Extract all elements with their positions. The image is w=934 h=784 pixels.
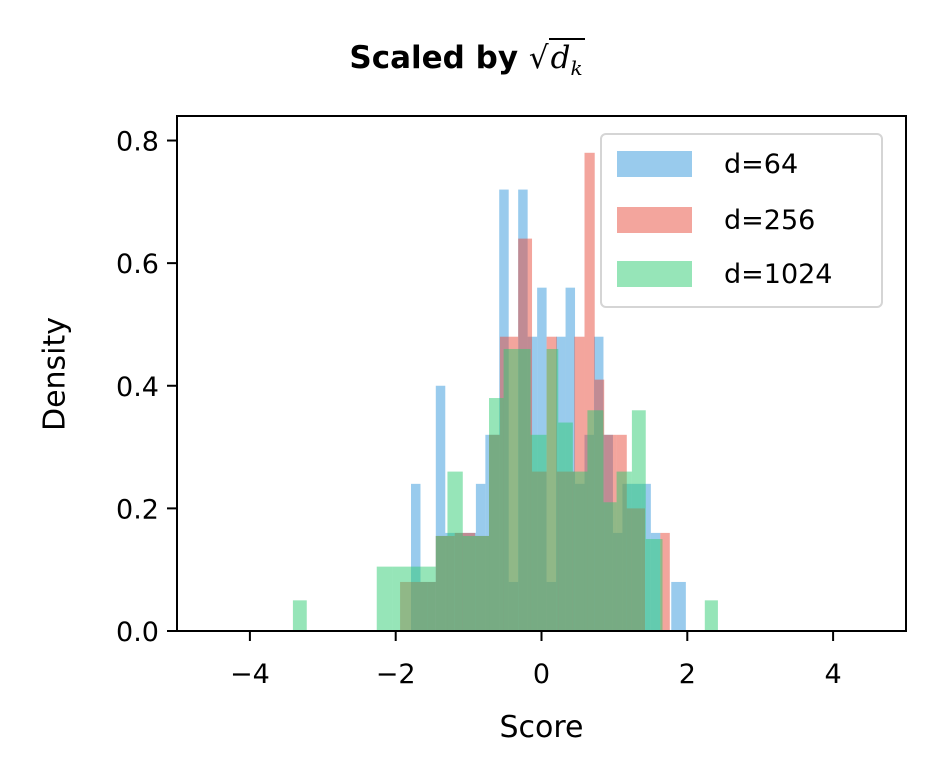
legend-label: d=64 [724, 148, 799, 180]
legend-swatch-d256 [617, 207, 692, 233]
histogram-bar [584, 152, 595, 632]
axes: −4 −2 0 2 4 0.0 0.2 0.4 0.6 0.8 [116, 115, 907, 690]
legend-label: d=1024 [724, 258, 833, 290]
histogram-bar [558, 422, 573, 631]
histogram-bar [530, 434, 547, 631]
title-math: √dk [528, 38, 585, 80]
histogram-bar [435, 535, 448, 631]
y-axis-label: Density [37, 316, 73, 432]
radicand: dk [548, 38, 585, 80]
x-tick-label: −2 [376, 659, 416, 690]
histogram-bar [587, 410, 604, 631]
y-tick-label: 0.2 [116, 494, 159, 525]
histogram-bar [392, 566, 436, 631]
title-text: Scaled by [349, 40, 529, 76]
legend-swatch-d64 [617, 151, 692, 177]
histogram-bar [503, 348, 531, 631]
histogram-bar [462, 535, 490, 631]
series-d1024 [292, 348, 718, 631]
math-var: d [550, 40, 571, 76]
y-tick-label: 0.8 [116, 127, 159, 158]
legend-swatch-d1024 [617, 261, 692, 287]
x-axis-label: Score [499, 710, 584, 745]
y-tick-label: 0.4 [116, 372, 159, 403]
histogram-bar [616, 471, 632, 631]
histogram-bar [376, 566, 393, 631]
x-tick-label: 2 [679, 659, 696, 690]
histogram-bar [704, 600, 718, 631]
histogram-bar [435, 385, 446, 631]
y-tick-label: 0.6 [116, 249, 159, 280]
histogram-bar [546, 348, 559, 631]
histogram-bar [671, 581, 686, 631]
histogram-bar [447, 471, 463, 631]
x-tick-label: 0 [533, 659, 550, 690]
histogram-bar [489, 398, 504, 631]
legend-item-d64: d=64 [617, 148, 799, 180]
x-tick-label: −4 [230, 659, 270, 690]
histogram-bar [645, 539, 663, 631]
chart-title: Scaled by √dk [0, 38, 934, 80]
histogram-bar [603, 502, 617, 631]
legend: d=64 d=256 d=1024 [600, 133, 883, 308]
math-sub: k [570, 56, 583, 81]
sqrt-symbol: √ [528, 40, 549, 76]
histogram-bars [292, 152, 718, 632]
legend-label: d=256 [724, 204, 816, 236]
histogram-bar [660, 532, 670, 631]
histogram-bar [572, 471, 588, 631]
x-tick-label: 4 [825, 659, 842, 690]
histogram-bar [411, 483, 421, 631]
histogram-bar [631, 410, 646, 631]
y-tick-label: 0.0 [116, 617, 159, 648]
histogram-bar [292, 600, 307, 631]
legend-item-d1024: d=1024 [617, 258, 833, 290]
legend-item-d256: d=256 [617, 204, 816, 236]
